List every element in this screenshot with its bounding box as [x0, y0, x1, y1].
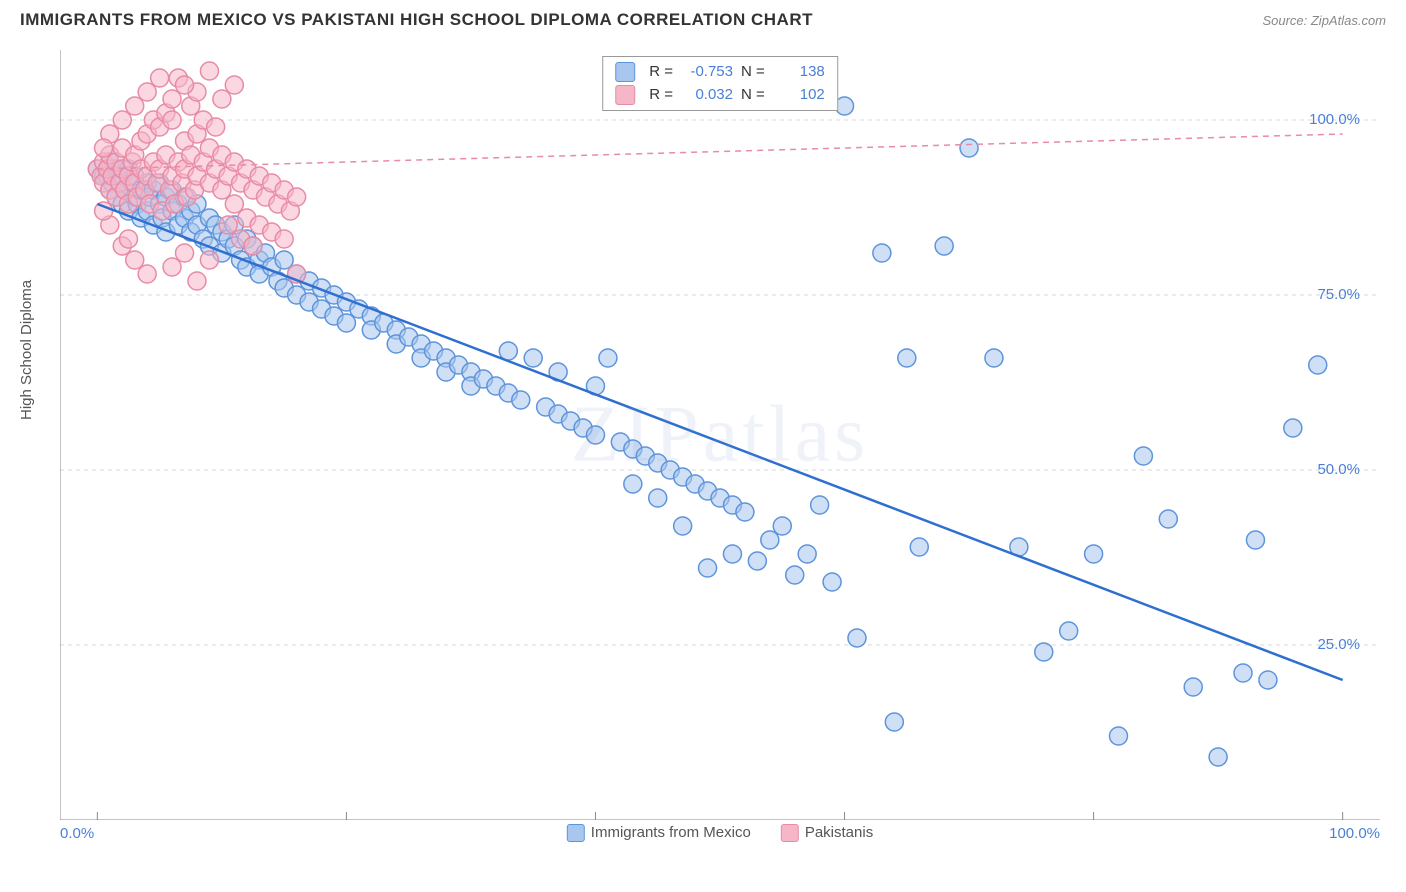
stat-label-R: R = — [649, 84, 673, 107]
stat-value-R-0: -0.753 — [681, 61, 733, 84]
y-tick-label: 100.0% — [1309, 111, 1360, 128]
stat-label-N: N = — [741, 61, 765, 84]
stats-row-series-0: R = -0.753 N = 138 — [615, 61, 825, 84]
legend-label: Pakistanis — [805, 824, 873, 841]
stat-label-N: N = — [741, 84, 765, 107]
x-tick-left: 0.0% — [60, 825, 94, 842]
source-credit: Source: ZipAtlas.com — [1262, 13, 1386, 28]
legend-swatch — [781, 824, 799, 842]
stat-label-R: R = — [649, 61, 673, 84]
legend-item: Immigrants from Mexico — [567, 824, 751, 842]
chart-area: ZIPatlas R = -0.753 N = 138 R = 0.032 N … — [60, 50, 1380, 820]
y-axis-label: High School Diploma — [18, 280, 35, 420]
stat-value-N-1: 102 — [773, 84, 825, 107]
scatter-plot — [60, 50, 1380, 820]
stats-row-series-1: R = 0.032 N = 102 — [615, 84, 825, 107]
stat-value-R-1: 0.032 — [681, 84, 733, 107]
legend-item: Pakistanis — [781, 824, 873, 842]
title-bar: IMMIGRANTS FROM MEXICO VS PAKISTANI HIGH… — [0, 0, 1406, 36]
chart-title: IMMIGRANTS FROM MEXICO VS PAKISTANI HIGH… — [20, 10, 813, 30]
y-tick-label: 25.0% — [1317, 636, 1360, 653]
y-tick-label: 50.0% — [1317, 461, 1360, 478]
swatch-series-1 — [615, 85, 635, 105]
swatch-series-0 — [615, 62, 635, 82]
legend-swatch — [567, 824, 585, 842]
stats-legend-box: R = -0.753 N = 138 R = 0.032 N = 102 — [602, 56, 838, 111]
x-tick-right: 100.0% — [1329, 825, 1380, 842]
bottom-legend: Immigrants from Mexico Pakistanis — [567, 824, 873, 842]
y-tick-label: 75.0% — [1317, 286, 1360, 303]
legend-label: Immigrants from Mexico — [591, 824, 751, 841]
stat-value-N-0: 138 — [773, 61, 825, 84]
